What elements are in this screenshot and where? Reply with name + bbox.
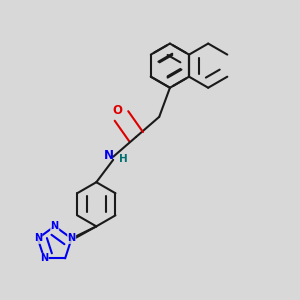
Text: N: N [68,233,76,244]
Text: N: N [104,149,114,162]
Text: H: H [118,154,127,164]
Text: N: N [51,221,59,231]
Text: N: N [40,254,48,263]
Text: N: N [34,233,42,244]
Text: O: O [113,104,123,117]
